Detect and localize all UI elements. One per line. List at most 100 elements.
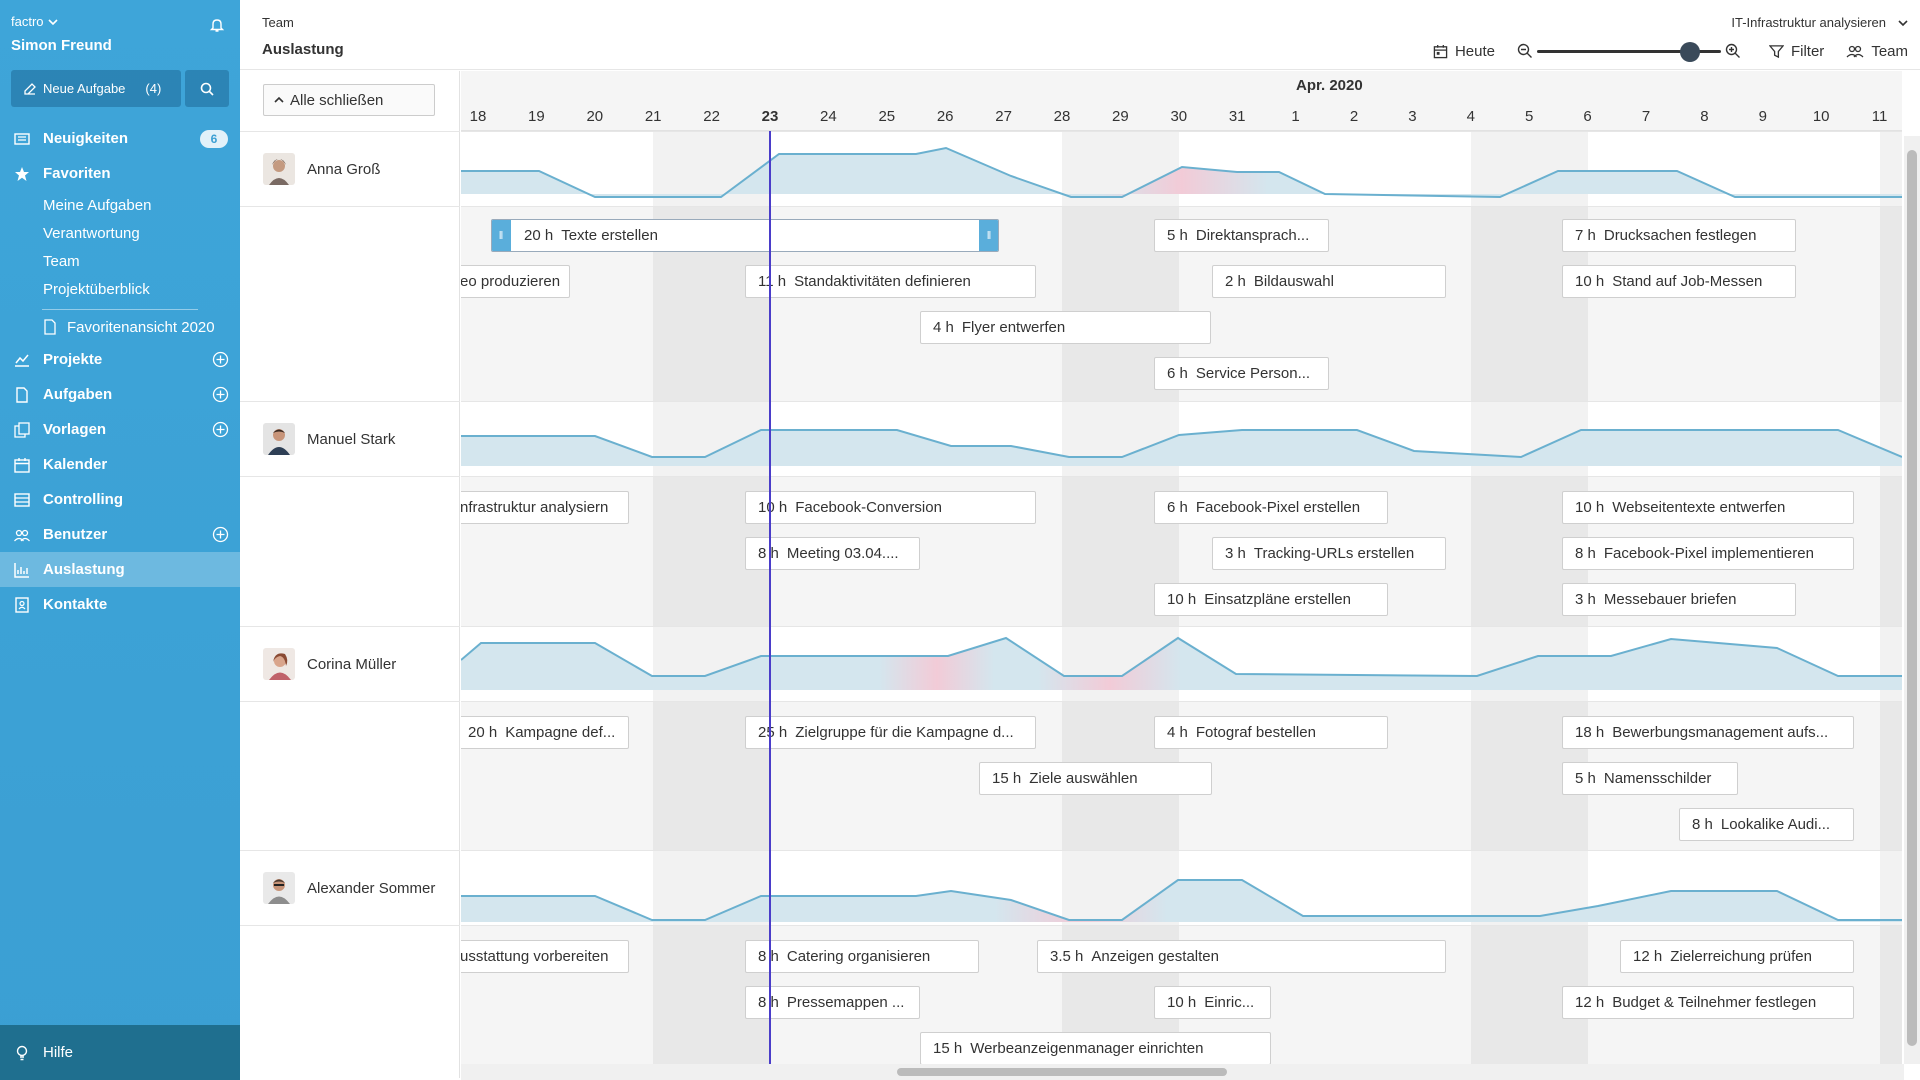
day-label: 20	[586, 108, 604, 125]
resize-handle-right[interactable]: ‖	[979, 220, 998, 251]
workload-curve	[461, 146, 1902, 199]
weekend-column	[653, 851, 712, 925]
search-button[interactable]	[185, 70, 229, 107]
app-switcher[interactable]: factro	[11, 14, 229, 29]
avatar	[263, 153, 295, 185]
person-row[interactable]: Manuel Stark	[240, 401, 460, 477]
nav-projects[interactable]: Projekte	[0, 342, 240, 377]
task-bar[interactable]: 8 h Facebook-Pixel implementieren	[1562, 537, 1854, 570]
task-bar[interactable]: 11 h Standaktivitäten definieren	[745, 265, 1036, 298]
task-hours: 25 h	[758, 724, 788, 741]
task-hours: 15 h	[992, 770, 1022, 787]
help-button[interactable]: Hilfe	[0, 1025, 240, 1080]
weekend-column	[1879, 132, 1902, 206]
bell-icon[interactable]	[209, 17, 225, 33]
task-bar[interactable]: 8 h Meeting 03.04....	[745, 537, 920, 570]
task-bar[interactable]: 10 h Stand auf Job-Messen	[1562, 265, 1796, 298]
day-label: 1	[1291, 108, 1300, 125]
task-bar[interactable]: 2 h Bildauswahl	[1212, 265, 1446, 298]
chart-line-icon	[15, 354, 29, 367]
task-title: Zielgruppe für die Kampagne d...	[795, 724, 1014, 741]
scroll-thumb[interactable]	[897, 1068, 1227, 1076]
task-bar[interactable]: 10 h Einsatzpläne erstellen	[1154, 583, 1388, 616]
task-bar[interactable]: 7 h Drucksachen festlegen	[1562, 219, 1796, 252]
resize-handle-left[interactable]: ‖	[492, 220, 511, 251]
task-bar[interactable]: 10 h Webseitentexte entwerfen	[1562, 491, 1854, 524]
task-bar[interactable]: 8 h Pressemappen ...	[745, 986, 920, 1019]
task-bar[interactable]: 20 h Kampagne def...	[461, 716, 629, 749]
nav-templates[interactable]: Vorlagen	[0, 412, 240, 447]
task-bar[interactable]: eo produzieren	[461, 265, 570, 298]
task-bar[interactable]: 15 h Ziele auswählen	[979, 762, 1212, 795]
task-bar[interactable]: 18 h Bewerbungsmanagement aufs...	[1562, 716, 1854, 749]
day-label: 26	[936, 108, 954, 125]
task-bar[interactable]: 3.5 h Anzeigen gestalten	[1037, 940, 1446, 973]
user-name[interactable]: Simon Freund	[11, 37, 112, 54]
person-row[interactable]: Anna Groß	[240, 131, 460, 207]
person-row[interactable]: Alexander Sommer	[240, 850, 460, 926]
task-bar[interactable]: 6 h Facebook-Pixel erstellen	[1154, 491, 1388, 524]
person-name: Corina Müller	[307, 655, 397, 673]
task-bar[interactable]: 15 h Werbeanzeigenmanager einrichten	[920, 1032, 1271, 1064]
task-bar[interactable]: nfrastruktur analysiern	[461, 491, 629, 524]
person-row[interactable]: Corina Müller	[240, 626, 460, 702]
day-label: 24	[820, 108, 837, 125]
add-user-icon[interactable]	[212, 526, 229, 543]
workload-timeline[interactable]: Apr. 2020 18 19 20 21 22 23 24 25 26 27 28 29 30 31 1 2…	[461, 71, 1902, 1064]
nav-users[interactable]: Benutzer	[0, 517, 240, 552]
nav-favorites[interactable]: Favoriten	[0, 156, 240, 191]
nav-controlling[interactable]: Controlling	[0, 482, 240, 517]
nav-workload[interactable]: Auslastung	[0, 552, 240, 587]
nav-contacts[interactable]: Kontakte	[0, 587, 240, 622]
fav-project-overview[interactable]: Projektüberblick	[43, 280, 150, 298]
project-select[interactable]: IT-Infrastruktur analysieren	[1731, 15, 1908, 30]
nav-news[interactable]: Neuigkeiten 6	[0, 121, 240, 156]
add-project-icon[interactable]	[212, 351, 229, 368]
new-task-button[interactable]: Neue Aufgabe (4)	[11, 70, 181, 107]
zoom-in-icon[interactable]	[1725, 43, 1741, 59]
task-bar[interactable]: 12 h Budget & Teilnehmer festlegen	[1562, 986, 1854, 1019]
filter-button[interactable]: Filter	[1768, 43, 1824, 60]
zoom-slider[interactable]	[1536, 41, 1721, 62]
task-hours: 20 h	[468, 724, 498, 741]
task-bar[interactable]: 10 h Einric...	[1154, 986, 1271, 1019]
task-bar[interactable]: 3 h Messebauer briefen	[1562, 583, 1796, 616]
task-bar[interactable]: 8 h Catering organisieren	[745, 940, 979, 973]
zoom-out-icon[interactable]	[1517, 43, 1533, 59]
task-bar[interactable]: 5 h Namensschilder	[1562, 762, 1738, 795]
vertical-scrollbar[interactable]	[1904, 136, 1920, 1064]
nav-tasks[interactable]: Aufgaben	[0, 377, 240, 412]
zoom-control[interactable]	[1517, 41, 1741, 62]
table-icon	[14, 493, 30, 507]
fav-team[interactable]: Team	[43, 252, 80, 270]
add-template-icon[interactable]	[212, 421, 229, 438]
task-bar[interactable]: 8 h Lookalike Audi...	[1679, 808, 1854, 841]
task-hours: 8 h	[758, 948, 779, 965]
task-bar[interactable]: 6 h Service Person...	[1154, 357, 1329, 390]
task-bar[interactable]: 4 h Flyer entwerfen	[920, 311, 1211, 344]
fav-view-2020[interactable]: Favoritenansicht 2020	[0, 312, 240, 342]
task-hours: 8 h	[758, 994, 779, 1011]
address-book-icon	[15, 597, 29, 613]
task-bar[interactable]: ‖ 20 h Texte erstellen ‖	[491, 219, 999, 252]
zoom-slider-handle[interactable]	[1679, 41, 1700, 62]
task-bar[interactable]: 3 h Tracking-URLs erstellen	[1212, 537, 1446, 570]
add-task-icon[interactable]	[212, 386, 229, 403]
lightbulb-icon	[16, 1045, 28, 1061]
horizontal-scrollbar[interactable]	[461, 1064, 1904, 1080]
nav-calendar[interactable]: Kalender	[0, 447, 240, 482]
task-bar[interactable]: 4 h Fotograf bestellen	[1154, 716, 1388, 749]
task-bar[interactable]: 5 h Direktansprach...	[1154, 219, 1329, 252]
breadcrumb[interactable]: Team	[262, 15, 294, 30]
task-bar[interactable]: 10 h Facebook-Conversion	[745, 491, 1036, 524]
collapse-all-button[interactable]: Alle schließen	[263, 84, 435, 116]
today-button[interactable]: Heute	[1433, 43, 1495, 60]
fav-responsibility[interactable]: Verantwortung	[43, 224, 140, 242]
day-label: 5	[1525, 108, 1534, 125]
scroll-thumb[interactable]	[1907, 150, 1917, 1046]
team-button[interactable]: Team	[1846, 43, 1908, 60]
task-bar[interactable]: 25 h Zielgruppe für die Kampagne d...	[745, 716, 1036, 749]
fav-my-tasks[interactable]: Meine Aufgaben	[43, 196, 152, 214]
task-bar[interactable]: 12 h Zielerreichung prüfen	[1620, 940, 1854, 973]
task-bar[interactable]: usstattung vorbereiten	[461, 940, 629, 973]
